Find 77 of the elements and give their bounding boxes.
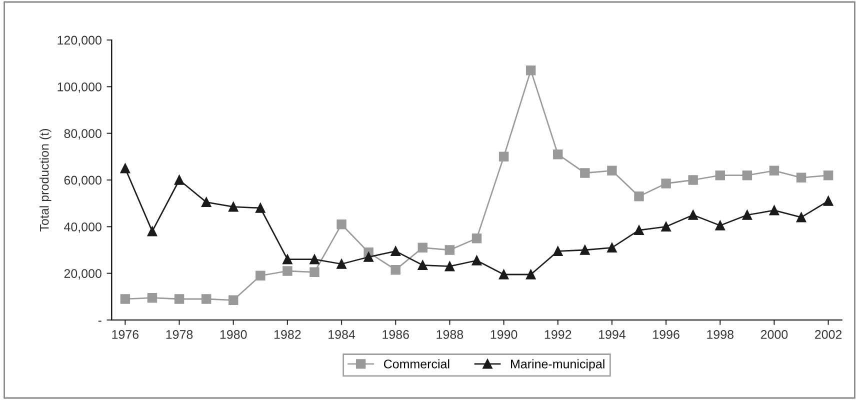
point [580, 245, 590, 255]
x-tick-label: 1978 [166, 330, 193, 339]
x-tick-label: 1988 [436, 330, 464, 339]
point [715, 220, 725, 230]
point [336, 259, 346, 269]
point [661, 222, 671, 232]
point [174, 175, 184, 185]
legend-label: Marine-municipal [511, 359, 604, 371]
point [688, 210, 698, 220]
point [364, 252, 374, 262]
point [769, 205, 780, 216]
point [282, 254, 292, 264]
point [147, 292, 158, 303]
point [498, 270, 509, 280]
y-tick-label: 20,000 [64, 269, 102, 280]
point [553, 246, 563, 256]
point [742, 210, 752, 220]
y-axis-title: Total production (t) [40, 129, 52, 232]
x-tick-label: 1986 [382, 330, 409, 339]
y-tick-label: 40,000 [64, 222, 102, 233]
point [553, 149, 563, 160]
x-tick-label: 1992 [544, 330, 572, 339]
point [120, 163, 130, 174]
x-tick-label: 1990 [490, 330, 518, 339]
point [823, 170, 834, 180]
point [796, 212, 806, 222]
point [715, 170, 725, 180]
point [607, 166, 617, 176]
point [823, 196, 834, 206]
point [256, 270, 266, 281]
point [228, 202, 238, 212]
point [526, 65, 536, 76]
point [742, 170, 752, 180]
point [310, 267, 320, 278]
point [282, 266, 292, 276]
point [201, 197, 212, 208]
point [174, 294, 184, 304]
y-tick-label: 100,000 [58, 82, 102, 93]
y-tick-label: 120,000 [58, 36, 102, 46]
point [661, 178, 671, 188]
x-tick-label: 1982 [274, 330, 301, 339]
y-tick-label: - [98, 320, 102, 322]
point [228, 295, 238, 306]
x-tick-label: 1980 [220, 330, 247, 339]
point [796, 172, 806, 183]
point [580, 168, 590, 178]
y-tick-label: 80,000 [64, 129, 102, 140]
point [390, 246, 400, 256]
point [310, 254, 320, 264]
x-tick-label: 2002 [815, 330, 842, 339]
x-tick-label: 1984 [328, 330, 356, 339]
x-tick-label: 1976 [112, 330, 139, 339]
point [418, 242, 428, 253]
point [472, 256, 482, 266]
y-tick-label: 60,000 [64, 176, 102, 186]
point [256, 203, 266, 213]
x-tick-label: 1996 [653, 330, 680, 339]
point [444, 261, 455, 272]
x-tick-label: 2000 [760, 330, 788, 339]
point [390, 264, 400, 275]
point [526, 270, 536, 280]
point [688, 175, 698, 185]
point [336, 219, 346, 230]
point [769, 166, 780, 176]
x-tick-label: 1994 [599, 330, 626, 339]
point [120, 294, 130, 304]
point [472, 233, 482, 244]
x-tick-label: 1998 [707, 330, 734, 339]
legend-label: Commercial [384, 359, 450, 368]
point [147, 226, 158, 236]
point [498, 152, 509, 162]
point [201, 294, 212, 304]
point [444, 245, 455, 255]
point [607, 242, 617, 253]
point [634, 225, 644, 236]
point [634, 191, 644, 202]
point [418, 260, 428, 270]
